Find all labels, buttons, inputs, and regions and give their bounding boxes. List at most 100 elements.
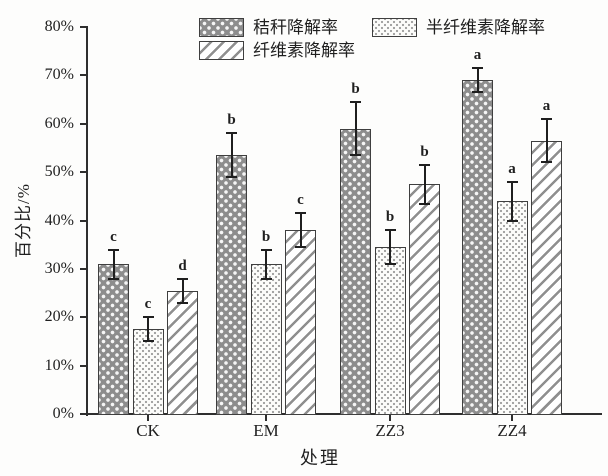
y-tick-label: 60% bbox=[44, 114, 74, 132]
significance-letter: c bbox=[297, 192, 304, 209]
error-bar-cap bbox=[350, 100, 361, 103]
x-tick-mark bbox=[147, 415, 149, 421]
error-bar-line bbox=[112, 249, 115, 279]
error-bar-cap bbox=[384, 263, 396, 266]
y-tick-mark bbox=[80, 413, 88, 415]
y-axis-line bbox=[86, 27, 88, 416]
y-tick-mark bbox=[80, 267, 88, 270]
bar-diagonal-hatch-ck bbox=[167, 290, 198, 415]
error-bar-cap bbox=[506, 180, 518, 183]
y-tick-mark bbox=[80, 74, 88, 77]
error-bar-line bbox=[354, 101, 357, 156]
error-bar-cap bbox=[541, 117, 552, 120]
error-bar-line bbox=[476, 68, 479, 93]
bar-light-dots-zz3 bbox=[374, 247, 406, 415]
bar-dark-dots-em bbox=[216, 155, 247, 415]
category-label-em: EM bbox=[253, 421, 279, 440]
y-tick-mark bbox=[80, 122, 88, 125]
error-bar-cap bbox=[472, 67, 483, 70]
y-tick-label: 40% bbox=[44, 211, 74, 229]
error-bar-cap bbox=[177, 301, 188, 304]
legend-item-diagonal-hatch: 纤维素降解率 bbox=[199, 40, 355, 61]
error-bar-cap bbox=[295, 246, 306, 249]
significance-letter: b bbox=[261, 228, 271, 245]
x-tick-mark bbox=[389, 415, 391, 421]
error-bar-cap bbox=[108, 248, 119, 251]
y-tick-label: 0% bbox=[52, 405, 74, 422]
significance-letter: d bbox=[178, 257, 187, 274]
error-bar-cap bbox=[419, 163, 430, 166]
y-tick-mark bbox=[80, 316, 88, 319]
y-tick-label: 50% bbox=[44, 163, 74, 181]
significance-letter: c bbox=[110, 228, 117, 245]
y-tick-label: 70% bbox=[44, 66, 74, 84]
y-tick-mark bbox=[80, 364, 88, 367]
bar-light-dots-zz4 bbox=[496, 201, 528, 415]
significance-letter: b bbox=[420, 143, 429, 160]
error-bar-cap bbox=[384, 229, 396, 232]
legend: 秸秆降解率 半纤维素降解率纤维素降解率 bbox=[199, 17, 545, 63]
legend-swatch-dark-dots bbox=[199, 18, 244, 37]
legend-item-dark-dots: 秸秆降解率 bbox=[199, 17, 338, 38]
significance-letter: a bbox=[473, 47, 482, 64]
bar-dark-dots-ck bbox=[98, 264, 129, 415]
y-tick-mark bbox=[80, 219, 88, 222]
error-bar-cap bbox=[295, 212, 306, 215]
legend-label: 半纤维素降解率 bbox=[426, 18, 545, 37]
legend-label: 纤维素降解率 bbox=[253, 41, 355, 60]
bar-diagonal-hatch-zz4 bbox=[531, 140, 562, 415]
error-bar-line bbox=[389, 230, 391, 265]
significance-letter: b bbox=[227, 112, 236, 129]
error-bar-line bbox=[299, 213, 302, 248]
legend-row: 秸秆降解率 半纤维素降解率 bbox=[199, 17, 545, 38]
error-bar-cap bbox=[506, 219, 518, 222]
error-bar-cap bbox=[142, 316, 154, 319]
plot-area: c b b a c b b a d c b a bbox=[88, 27, 592, 415]
error-bar-cap bbox=[142, 340, 154, 343]
y-tick-mark bbox=[80, 26, 88, 28]
x-axis-title: 处理 bbox=[300, 448, 340, 468]
y-tick-label: 20% bbox=[44, 308, 74, 326]
legend-item-light-dots: 半纤维素降解率 bbox=[372, 17, 545, 38]
y-tick-mark bbox=[80, 171, 88, 174]
significance-letter: b bbox=[385, 209, 395, 226]
significance-letter: a bbox=[508, 160, 516, 177]
bar-light-dots-ck bbox=[132, 329, 164, 415]
error-bar-cap bbox=[226, 132, 237, 135]
error-bar-cap bbox=[350, 154, 361, 157]
legend-row: 纤维素降解率 bbox=[199, 40, 545, 61]
significance-letter: a bbox=[542, 97, 551, 114]
error-bar-cap bbox=[541, 161, 552, 164]
error-bar-cap bbox=[108, 277, 119, 280]
y-tick-label: 80% bbox=[44, 18, 74, 35]
x-tick-mark bbox=[265, 415, 267, 421]
legend-swatch-diagonal-hatch bbox=[199, 41, 244, 60]
error-bar-line bbox=[147, 317, 149, 342]
x-tick-mark bbox=[511, 415, 513, 421]
category-label-zz4: ZZ4 bbox=[497, 421, 527, 440]
error-bar-cap bbox=[226, 175, 237, 178]
error-bar-line bbox=[230, 133, 233, 177]
bar-diagonal-hatch-em bbox=[285, 230, 316, 415]
error-bar-line bbox=[265, 249, 267, 279]
category-label-zz3: ZZ3 bbox=[375, 421, 405, 440]
significance-letter: c bbox=[144, 296, 152, 313]
significance-letter: b bbox=[351, 80, 360, 97]
bar-light-dots-em bbox=[250, 264, 282, 415]
error-bar-cap bbox=[260, 248, 272, 251]
y-tick-label: 10% bbox=[44, 356, 74, 374]
bar-dark-dots-zz4 bbox=[462, 80, 493, 415]
legend-swatch-light-dots bbox=[372, 18, 417, 37]
error-bar-cap bbox=[177, 277, 188, 280]
legend-label: 秸秆降解率 bbox=[253, 18, 338, 37]
bar-dark-dots-zz3 bbox=[340, 128, 371, 415]
error-bar-line bbox=[545, 118, 548, 163]
error-bar-line bbox=[511, 181, 513, 221]
error-bar-line bbox=[181, 278, 184, 303]
category-label-ck: CK bbox=[136, 421, 160, 440]
bar-diagonal-hatch-zz3 bbox=[409, 184, 440, 415]
error-bar-cap bbox=[419, 202, 430, 205]
error-bar-cap bbox=[472, 91, 483, 94]
error-bar-cap bbox=[260, 277, 272, 280]
